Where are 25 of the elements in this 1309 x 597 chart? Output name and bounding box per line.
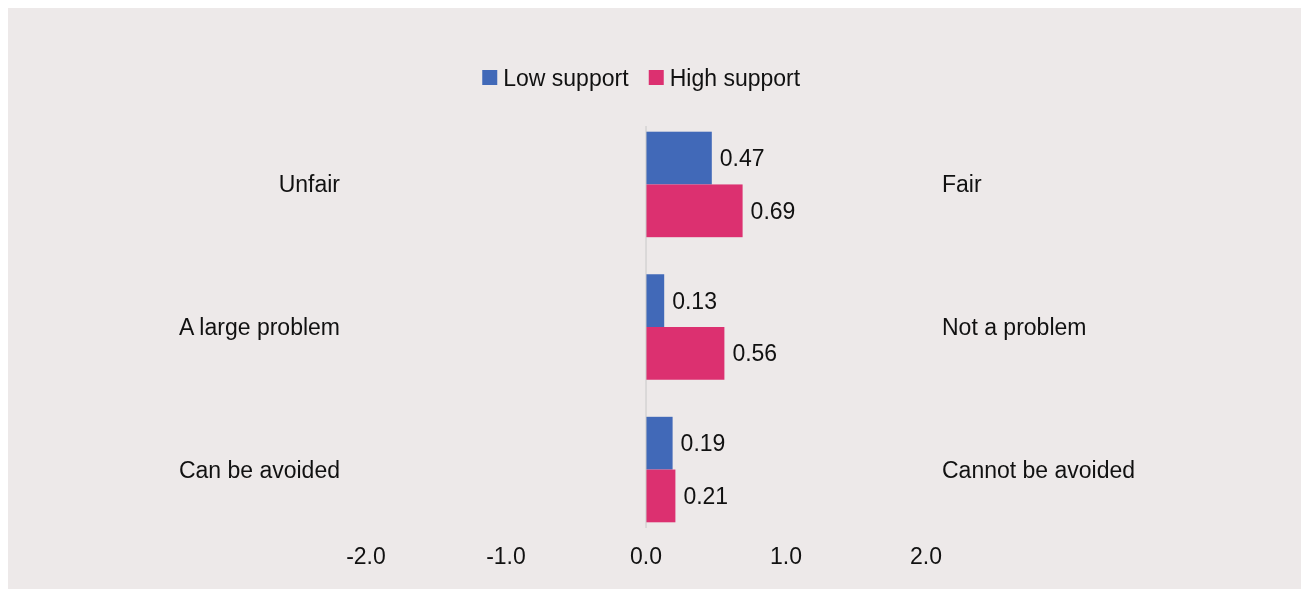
legend-label: Low support xyxy=(503,65,630,92)
data-label: 0.13 xyxy=(672,287,717,314)
legend-label: High support xyxy=(669,65,801,92)
bar xyxy=(646,274,665,327)
y-tick-label: Unfair xyxy=(278,171,341,198)
x-tick-label: -1.0 xyxy=(486,543,526,569)
bar xyxy=(646,184,743,238)
x-tick-label: -2.0 xyxy=(346,543,386,569)
bar xyxy=(646,469,676,523)
x-tick-label: 2.0 xyxy=(910,543,942,569)
text: Fair xyxy=(942,171,982,198)
text: Cannot be avoided xyxy=(942,456,1136,483)
bar xyxy=(646,131,712,185)
data-label: 0.19 xyxy=(680,430,726,457)
y-tick-label: Can be avoided xyxy=(178,456,340,483)
bar xyxy=(646,327,725,380)
x-tick-label: 0.0 xyxy=(630,543,662,569)
y-tick-label: A large problem xyxy=(178,314,340,341)
text: Not a problem xyxy=(942,314,1087,341)
data-label: 0.47 xyxy=(719,145,765,172)
data-label: 0.69 xyxy=(750,197,796,224)
bar xyxy=(646,416,673,470)
data-label: 0.56 xyxy=(732,340,778,367)
x-tick-label: 1.0 xyxy=(770,543,802,569)
data-label: 0.21 xyxy=(683,482,729,509)
